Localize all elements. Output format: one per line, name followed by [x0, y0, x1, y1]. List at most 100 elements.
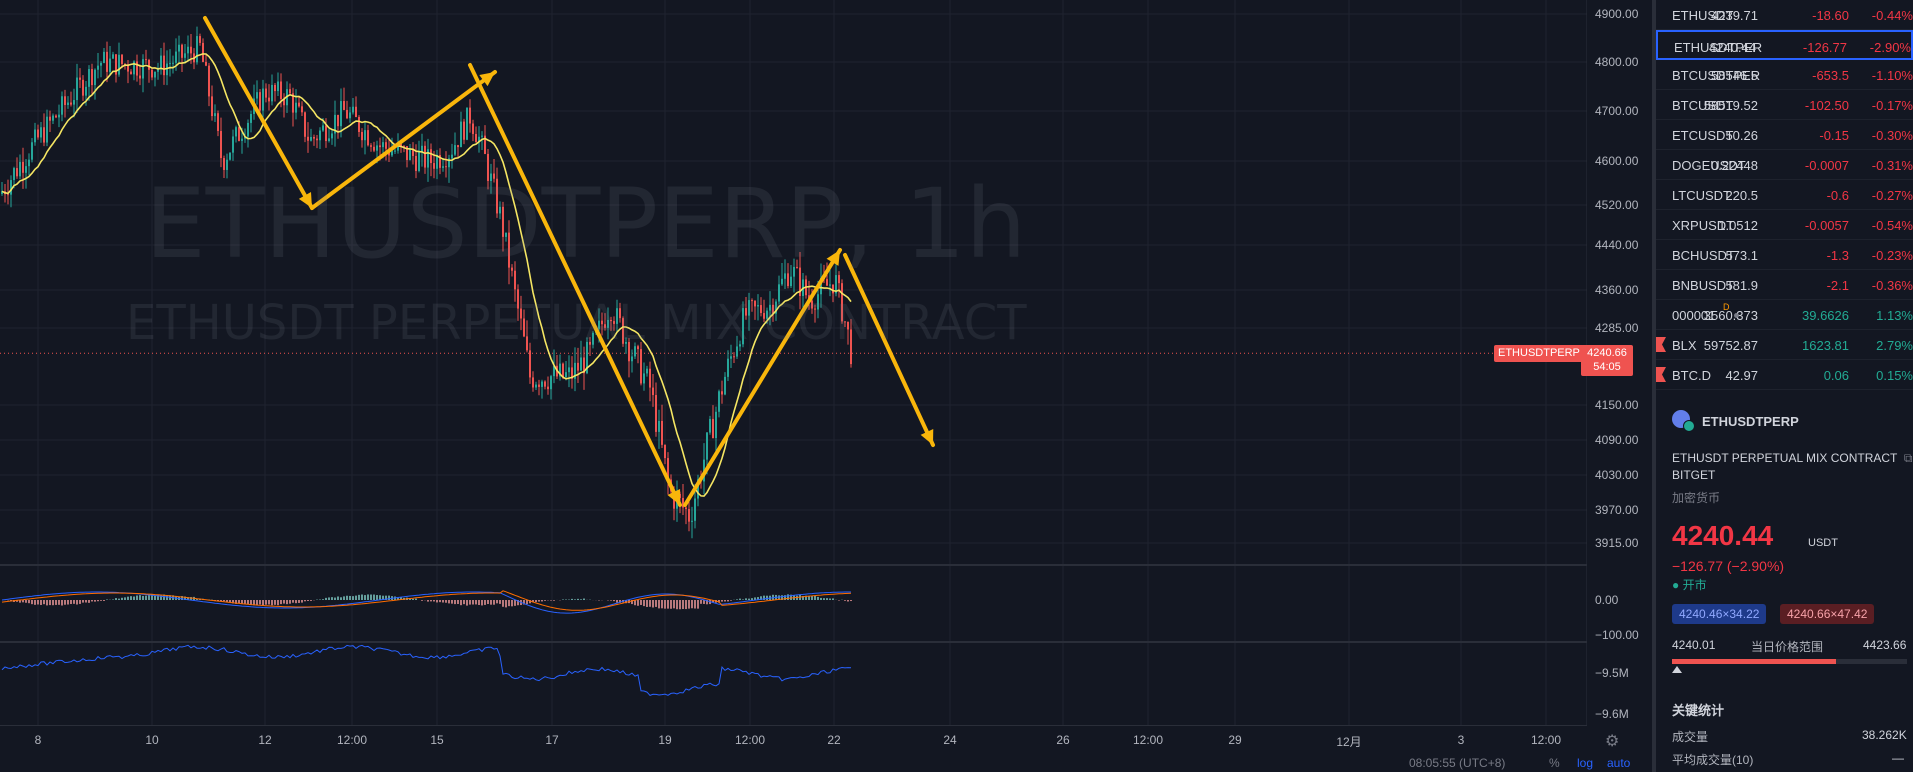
candle-body — [397, 143, 399, 151]
auto-toggle[interactable]: auto — [1607, 756, 1631, 770]
flag-icon[interactable] — [1656, 337, 1666, 352]
detail-symbol[interactable]: ETHUSDTPERP — [1702, 414, 1799, 429]
watchlist-row[interactable]: DOGEUSDT 0.22448 -0.0007 -0.31% — [1656, 150, 1913, 180]
candle-body — [181, 44, 183, 58]
candle-body — [364, 130, 366, 141]
chart-canvas[interactable] — [0, 0, 1587, 725]
candle-body — [370, 145, 372, 147]
moving-average-line — [1, 53, 852, 497]
last-price-tag: 4240.66 54:05 — [1581, 345, 1633, 376]
watchlist-row[interactable]: BNBUSDT 581.9 -2.1 -0.36% — [1656, 270, 1913, 300]
candle-body — [625, 342, 627, 344]
candle-body — [262, 88, 264, 111]
external-link-icon[interactable]: ⧉ • — [1903, 451, 1913, 465]
candle-body — [439, 155, 441, 168]
candle-body — [841, 283, 843, 322]
candle-body — [304, 112, 306, 137]
watchlist-row[interactable]: XRPUSDT 1.0512 -0.0057 -0.54% — [1656, 210, 1913, 240]
candle-body — [151, 69, 153, 78]
candle-body — [415, 155, 417, 171]
candle-body — [775, 301, 777, 314]
watchlist-symbol: ETCUSDT — [1672, 128, 1734, 143]
watchlist-row[interactable]: BLX 59752.87 1623.81 2.79% — [1656, 330, 1913, 360]
candle-body — [280, 81, 282, 99]
candle-body — [826, 279, 828, 286]
candle-body — [739, 344, 741, 347]
candle-body — [79, 77, 81, 80]
candle-body — [223, 158, 225, 170]
candle-body — [757, 305, 759, 307]
candle-body — [469, 107, 471, 124]
watchlist-pct: -0.31% — [1871, 158, 1913, 173]
candle-body — [553, 365, 555, 377]
candle-body — [724, 376, 726, 395]
watchlist-row[interactable]: ETCUSDT 50.26 -0.15 -0.30% — [1656, 120, 1913, 150]
candle-body — [448, 158, 450, 168]
candle-body — [172, 62, 174, 64]
candle-body — [91, 69, 93, 86]
candle-body — [604, 324, 606, 328]
candle-body — [517, 289, 519, 309]
candle-body — [601, 320, 603, 325]
candle-body — [427, 149, 429, 168]
watchlist-pct: -0.54% — [1871, 218, 1913, 233]
watchlist-change: -18.60 — [1812, 8, 1849, 23]
settings-gear-icon[interactable]: ⚙ — [1605, 733, 1620, 750]
watchlist-symbol: BLX — [1672, 338, 1697, 353]
time-tick: 12:00 — [336, 733, 368, 747]
watchlist-last: 581.9 — [1725, 278, 1758, 293]
price-scale[interactable]: 4900.00 4800.00 4700.00 4600.00 4520.00 4440.… — [1587, 0, 1652, 725]
detail-category[interactable]: 加密货币 — [1672, 491, 1721, 505]
watchlist-row[interactable]: ETHUSDT 4239.71 -18.60 -0.44% — [1656, 0, 1913, 30]
candle-body — [235, 127, 237, 137]
price-tick: 4800.00 — [1595, 55, 1639, 69]
candle-body — [283, 98, 285, 106]
candle-body — [643, 373, 645, 384]
watchlist-row[interactable]: BTC.D 42.97 0.06 0.15% — [1656, 360, 1913, 390]
candle-body — [832, 284, 834, 294]
candle-body — [799, 267, 801, 297]
log-toggle[interactable]: log — [1577, 756, 1594, 770]
candle-body — [547, 386, 549, 390]
candle-body — [550, 376, 552, 390]
watchlist-symbol: BNBUSDT — [1672, 278, 1735, 293]
candle-body — [298, 102, 300, 107]
watchlist-row[interactable]: 000001 D 3560.373 39.6626 1.13% — [1656, 300, 1913, 330]
candle-body — [301, 106, 303, 113]
candle-body — [31, 142, 33, 160]
candle-body — [19, 161, 21, 177]
candle-body — [202, 42, 204, 62]
candle-body — [121, 54, 123, 64]
watchlist-symbol: BTCUSDT — [1672, 98, 1734, 113]
candle-body — [658, 420, 660, 432]
candle-body — [145, 59, 147, 61]
candle-body — [274, 84, 276, 92]
watchlist-row[interactable]: BTCUSDT 58519.52 -102.50 -0.17% — [1656, 90, 1913, 120]
watchlist-row[interactable]: BCHUSDT 573.1 -1.3 -0.23% — [1656, 240, 1913, 270]
candle-body — [445, 166, 447, 168]
candle-body — [466, 107, 468, 140]
flag-icon[interactable] — [1656, 367, 1666, 382]
bid-pill: 4240.46×34.22 — [1672, 604, 1767, 624]
detail-exchange[interactable]: BITGET — [1672, 468, 1716, 482]
candle-body — [313, 137, 315, 139]
candle-body — [391, 150, 393, 156]
watchlist-change: -1.3 — [1826, 248, 1849, 263]
watchlist-last: 58519.52 — [1703, 98, 1758, 113]
watchlist-last: 42.97 — [1725, 368, 1758, 383]
last-price-value: 4240.66 — [1587, 347, 1627, 359]
candle-body — [394, 150, 396, 152]
candle-body — [457, 145, 459, 148]
candle-body — [214, 113, 216, 117]
chart-pane[interactable]: ETHUSDTPERP, 1h ETHUSDT PERPETUAL MIX CO… — [0, 0, 1652, 772]
candle-body — [616, 308, 618, 324]
time-scale[interactable]: 8 10 12 12:00 15 17 19 12:00 22 24 26 12:00 29 12月 3 12… — [0, 725, 1587, 753]
candle-body — [571, 367, 573, 379]
watchlist-row[interactable]: LTCUSDT 220.5 -0.6 -0.27% — [1656, 180, 1913, 210]
trend-arrow — [683, 248, 842, 507]
percent-toggle[interactable]: % — [1549, 756, 1560, 770]
candle-body — [820, 277, 822, 295]
candle-body — [718, 391, 720, 412]
watchlist-row[interactable]: ETHUSDTPERP 4240.44 -126.77 -2.90% — [1656, 30, 1913, 60]
watchlist-row[interactable]: BTCUSDTPERP 58546.5 -653.5 -1.10% — [1656, 60, 1913, 90]
